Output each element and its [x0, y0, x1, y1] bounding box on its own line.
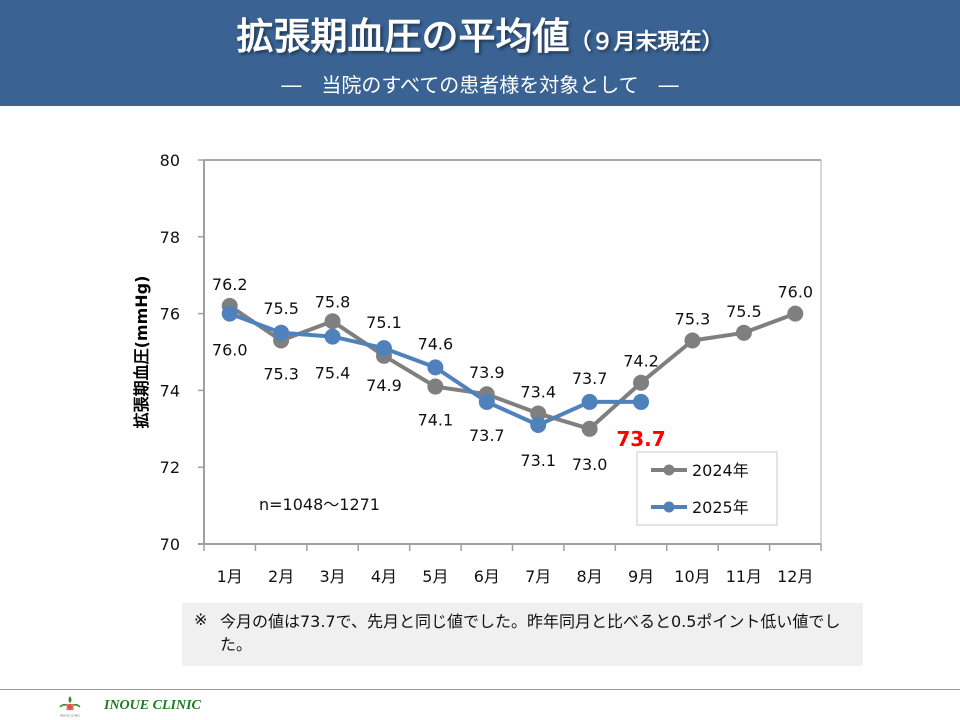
legend-label: 2024年 — [692, 461, 749, 480]
clinic-name: INOUE CLINIC — [104, 698, 201, 713]
series-points — [221, 297, 804, 437]
data-point — [427, 359, 444, 376]
page-title: 拡張期血圧の平均値（９月末現在） — [0, 6, 960, 60]
data-label: 74.1 — [418, 411, 454, 430]
logo-text: INOUE CLINIC — [60, 714, 80, 718]
current-value-highlight: 73.7 — [616, 427, 665, 451]
data-label: 73.9 — [469, 363, 505, 382]
data-point — [221, 305, 238, 322]
data-point — [478, 393, 495, 410]
x-tick-labels: 1月 2月 3月 4月 5月 6月 7月 8月 9月 10月 11月 12月 — [217, 567, 814, 586]
data-labels: 76.2 75.3 75.8 74.9 74.1 73.9 73.4 73.0 74.2 75.3… — [212, 275, 813, 474]
header-banner: 拡張期血圧の平均値（９月末現在） ― 当院のすべての患者様を対象として ― — [0, 0, 960, 106]
data-label: 74.9 — [366, 376, 402, 395]
x-tick-label: 12月 — [777, 567, 813, 586]
data-label: 75.1 — [366, 313, 402, 332]
x-tick-label: 11月 — [726, 567, 762, 586]
y-tick-labels: 70 72 74 76 78 80 — [160, 151, 180, 554]
data-point — [324, 328, 341, 345]
data-point — [633, 374, 650, 391]
x-tick-label: 10月 — [674, 567, 710, 586]
legend-box — [636, 451, 778, 526]
data-label: 73.7 — [469, 426, 505, 445]
data-label: 75.3 — [675, 309, 711, 328]
x-tick-label: 7月 — [525, 567, 551, 586]
data-label: 73.4 — [520, 382, 556, 401]
series-line-2024年 — [228, 304, 796, 431]
x-tick-label: 3月 — [319, 567, 345, 586]
data-label: 76.0 — [212, 341, 248, 360]
data-point — [735, 324, 752, 341]
y-tick-label: 74 — [160, 381, 180, 400]
data-point — [581, 393, 598, 410]
data-point — [530, 405, 547, 422]
legend-marker-2024年 — [663, 464, 675, 476]
clinic-logo-icon: INOUE CLINIC — [59, 696, 81, 718]
data-label: 76.0 — [777, 283, 813, 302]
data-label: 74.2 — [623, 352, 659, 371]
x-tick-label: 2月 — [268, 567, 294, 586]
data-label: 75.3 — [263, 364, 299, 383]
x-tick-label: 9月 — [628, 567, 654, 586]
data-label: 73.7 — [572, 369, 608, 388]
data-label: 73.1 — [520, 451, 556, 470]
y-tick-label: 78 — [160, 228, 180, 247]
data-point — [684, 332, 701, 349]
y-tick-label: 80 — [160, 151, 180, 170]
y-axis-title: 拡張期血圧(mmHg) — [132, 276, 151, 429]
page-subtitle: ― 当院のすべての患者様を対象として ― — [281, 73, 679, 97]
chart-legend: 2024年 2025年 — [636, 451, 778, 526]
sample-size-annotation: n=1048～1271 — [259, 495, 380, 514]
x-tick-label: 4月 — [371, 567, 397, 586]
x-tick-label: 5月 — [422, 567, 448, 586]
data-label: 75.5 — [726, 302, 762, 321]
footer-divider — [0, 689, 960, 690]
y-tick-label: 70 — [160, 535, 180, 554]
title-main: 拡張期血圧の平均値 — [236, 15, 570, 58]
data-point — [581, 420, 598, 437]
title-date: （９月末現在） — [569, 30, 724, 55]
data-label: 73.0 — [572, 455, 608, 474]
note-mark: ※ — [194, 610, 208, 629]
data-label: 74.6 — [418, 334, 454, 353]
data-label: 76.2 — [212, 275, 248, 294]
data-point — [324, 313, 341, 330]
legend-marker-2025年 — [663, 501, 675, 513]
legend-label: 2025年 — [692, 498, 749, 517]
y-tick-label: 76 — [160, 305, 180, 324]
data-label: 75.5 — [263, 299, 299, 318]
data-point — [633, 393, 650, 410]
data-point — [787, 305, 804, 322]
y-tick-label: 72 — [160, 458, 180, 477]
note-text: 今月の値は73.7で、先月と同じ値でした。昨年同月と比べると0.5ポイント低い値… — [220, 612, 841, 654]
x-tick-label: 8月 — [577, 567, 603, 586]
x-tick-label: 6月 — [474, 567, 500, 586]
data-label: 75.4 — [315, 364, 351, 383]
chart-axes — [198, 159, 822, 551]
x-tick-label: 1月 — [217, 567, 243, 586]
data-point — [427, 378, 444, 395]
data-label: 75.8 — [315, 292, 351, 311]
data-point — [273, 324, 290, 341]
data-point — [375, 340, 392, 357]
data-point — [530, 416, 547, 433]
summary-note: ※ 今月の値は73.7で、先月と同じ値でした。昨年同月と比べると0.5ポイント低… — [182, 603, 863, 666]
